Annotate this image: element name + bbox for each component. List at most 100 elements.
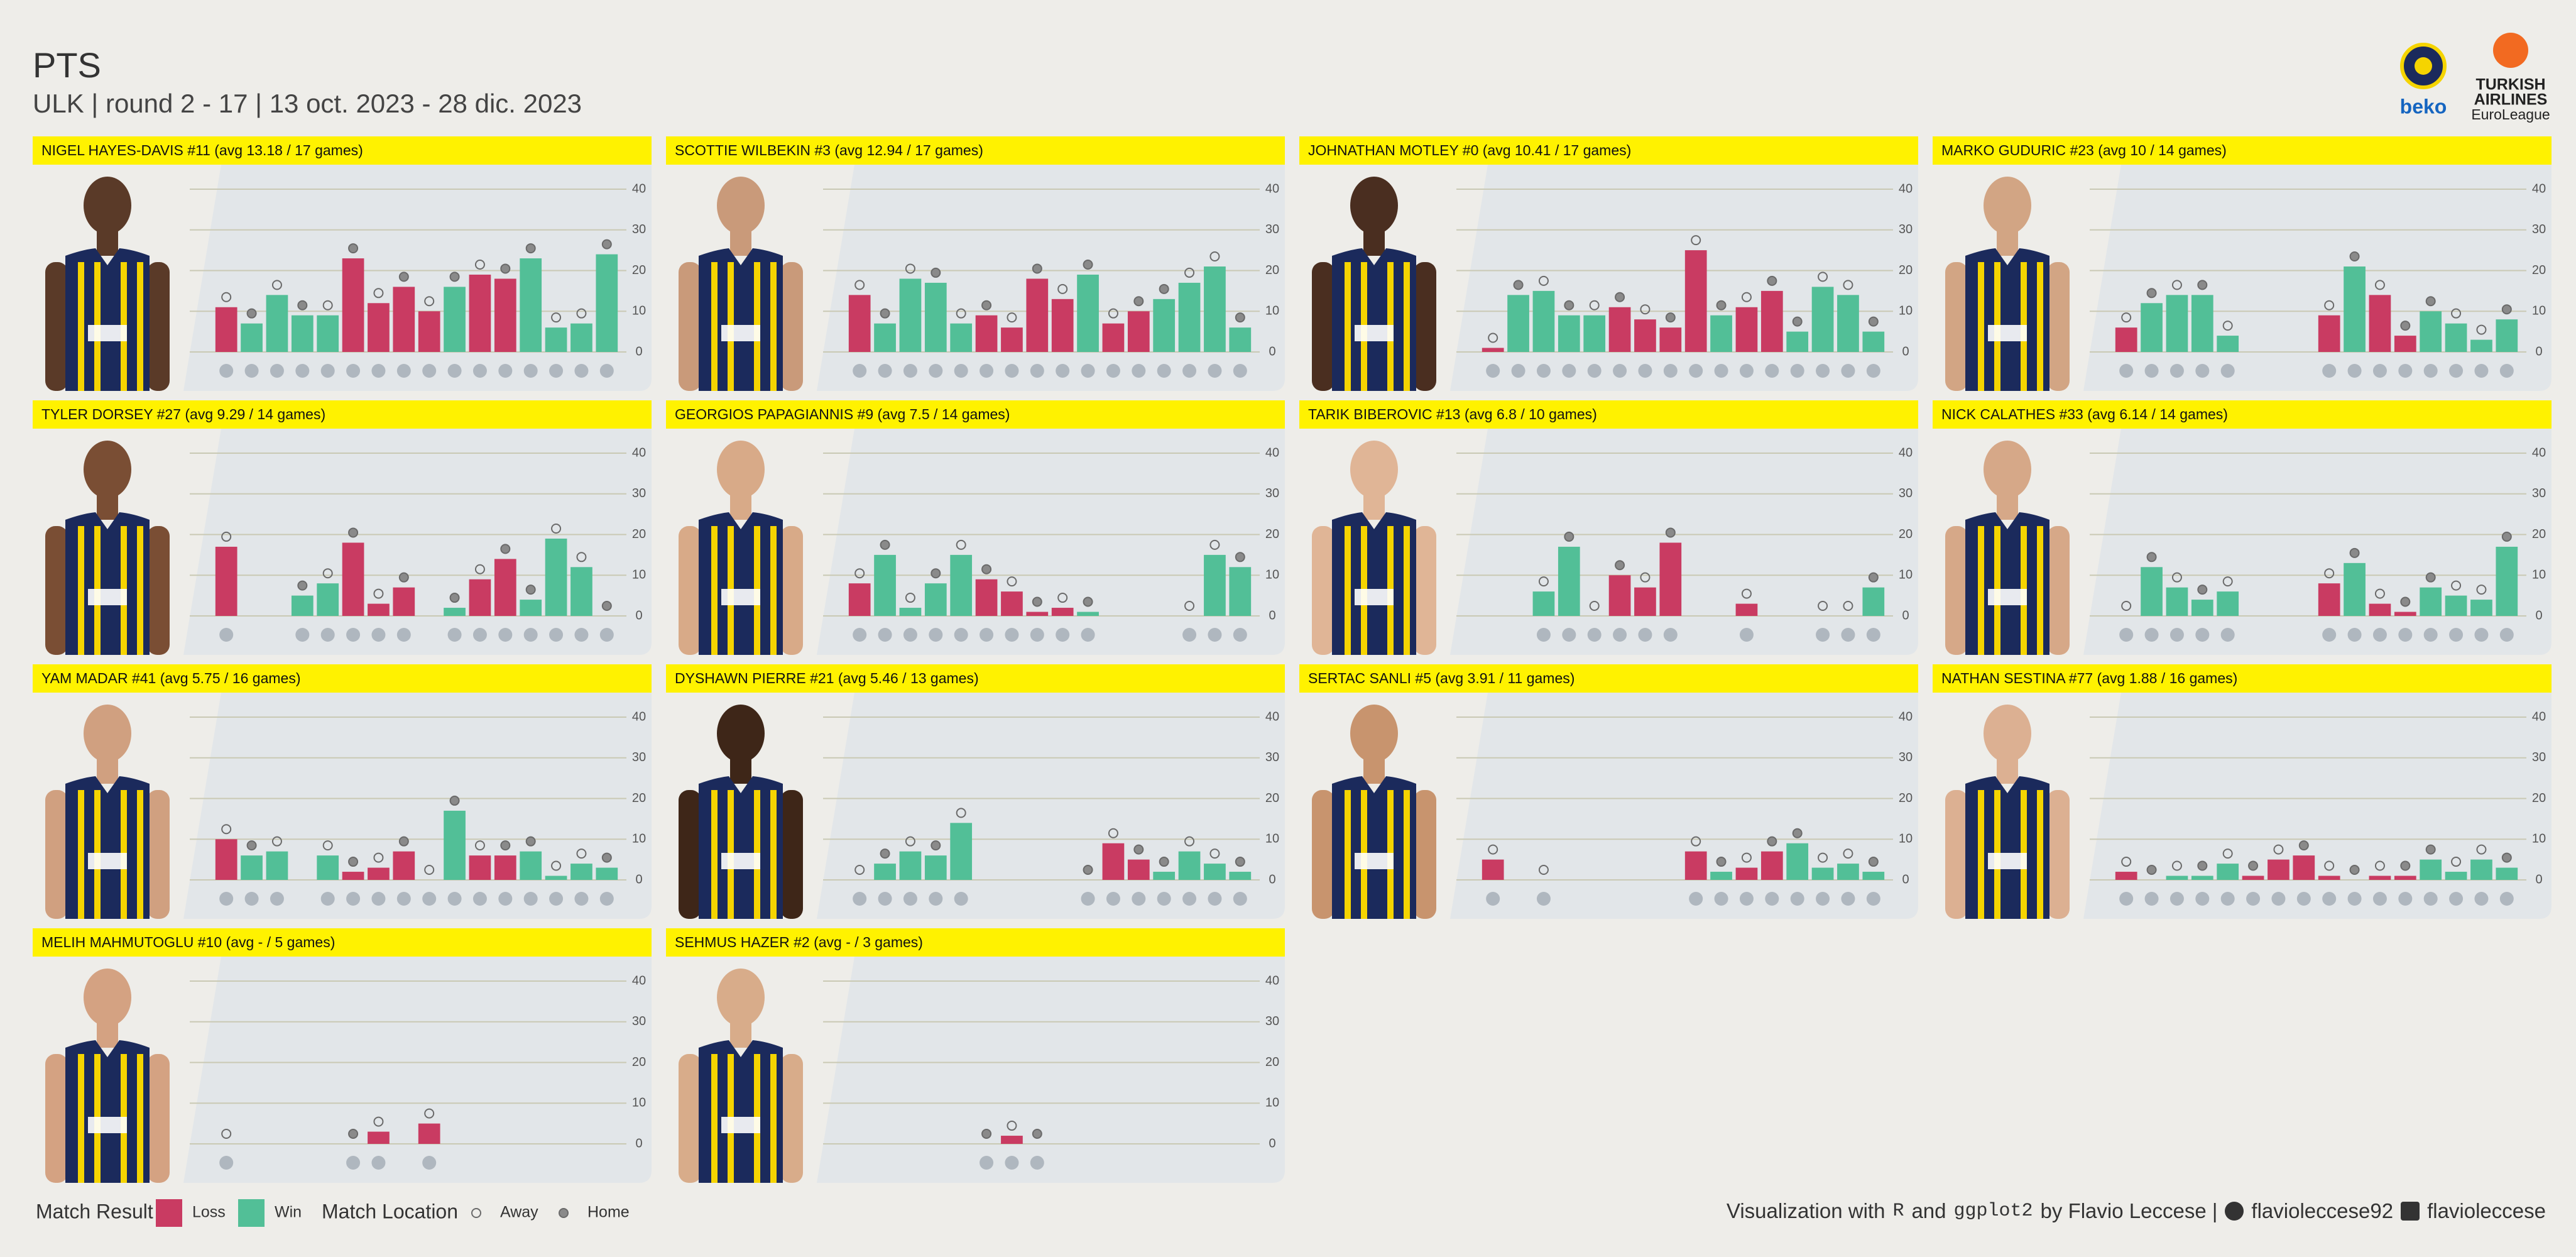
opponent-logo [853,628,867,642]
opponent-logo [447,628,462,642]
arm [1945,262,1968,391]
bar [2344,563,2366,616]
y-tick-label: 10 [1899,832,1913,846]
location-dot [424,296,435,307]
jersey-sponsor [721,325,760,341]
jersey-sponsor [721,1117,760,1133]
y-tick-label: 40 [1265,446,1279,459]
opponent-logo [2372,628,2387,642]
bar [1811,287,1834,352]
location-dot [297,300,308,310]
y-tick-label: 30 [1899,750,1913,764]
opponent-logo [1536,628,1551,642]
bar [2166,876,2188,880]
bar [1786,331,1809,352]
arm [1312,790,1334,919]
panel-header [1933,400,2551,429]
opponent-logo [270,364,284,378]
bar [1127,311,1150,352]
player-photo [45,969,170,1183]
panel: DYSHAWN PIERRE #21 (avg 5.46 / 13 games)… [666,664,1285,919]
arm [1945,790,1968,919]
jersey [699,776,783,919]
location-dot [348,527,359,538]
jersey-stripe [137,526,143,655]
caption-link[interactable]: flavioleccese [2427,1199,2546,1222]
y-tick-label: 0 [1902,872,1909,886]
player-photo [679,441,803,655]
plot-background [1450,429,1918,655]
location-dot [271,836,282,847]
caption-link[interactable]: flavioleccese92 [2251,1199,2394,1222]
opponent-logo [2220,364,2235,378]
opponent-logo [270,892,284,906]
y-tick-label: 40 [1265,974,1279,987]
bar [975,579,998,616]
location-dot [2374,280,2385,290]
bar [2394,876,2416,880]
bar [874,864,896,880]
opponent-logo [320,364,335,378]
location-dot [2298,840,2309,851]
crest-center [2415,57,2432,75]
y-tick-label: 30 [2532,750,2546,764]
player-photo [1945,177,2070,391]
arm [1414,262,1436,391]
bar [1204,554,1226,616]
bar [899,608,922,616]
bar [2369,295,2391,352]
player-photo [1945,705,2070,919]
y-tick-label: 0 [1269,608,1275,622]
panel: SCOTTIE WILBEKIN #3 (avg 12.94 / 17 game… [666,136,1285,391]
location-dot [576,848,587,859]
y-tick-label: 20 [632,1055,646,1069]
bar [215,307,237,352]
caption-text: by Flavio Leccese | [2040,1199,2218,1222]
opponent-logo [320,628,335,642]
plot-background [817,957,1285,1183]
y-tick-label: 20 [1265,1055,1279,1069]
opponent-logo [929,628,943,642]
location-dot [1665,527,1676,538]
bar [1558,546,1580,616]
caption-text: and [1911,1199,1946,1222]
bar [1735,603,1758,616]
jersey-stripe [137,1054,143,1183]
opponent-logo [244,364,259,378]
jersey-stripe [78,262,84,391]
y-tick-label: 0 [1269,344,1275,358]
bar [2191,600,2213,616]
location-dot [1007,576,1017,587]
y-tick-label: 20 [2532,263,2546,277]
y-tick-label: 30 [632,750,646,764]
location-dot [1108,828,1118,838]
plot-background [1450,693,1918,919]
bar [494,559,516,616]
opponent-logo [422,364,437,378]
opponent-logo [1157,892,1171,906]
y-tick-label: 40 [2532,710,2546,723]
legend-label: Loss [192,1204,226,1221]
bar [291,595,314,616]
arm [1312,526,1334,655]
y-tick-label: 10 [2532,304,2546,318]
location-dot [1235,857,1245,867]
jersey-stripe [1345,262,1351,391]
arm [679,1054,701,1183]
panel-header [1299,136,1918,165]
location-dot [1133,844,1144,855]
location-dot [2425,296,2436,307]
opponent-logo [2169,628,2184,642]
opponent-logo [980,1156,994,1170]
opponent-logo [2423,628,2438,642]
panel-title: DYSHAWN PIERRE #21 (avg 5.46 / 13 games) [675,670,979,686]
y-tick-label: 0 [635,344,642,358]
y-tick-label: 10 [1265,1096,1279,1110]
jersey-sponsor [1988,853,2027,869]
location-dot [2324,860,2335,871]
bar [1583,315,1606,352]
panel: MARKO GUDURIC #23 (avg 10 / 14 games) 0 10… [1933,136,2551,391]
bar [2496,319,2518,352]
opponent-logo [2271,892,2286,906]
opponent-logo [599,628,614,642]
